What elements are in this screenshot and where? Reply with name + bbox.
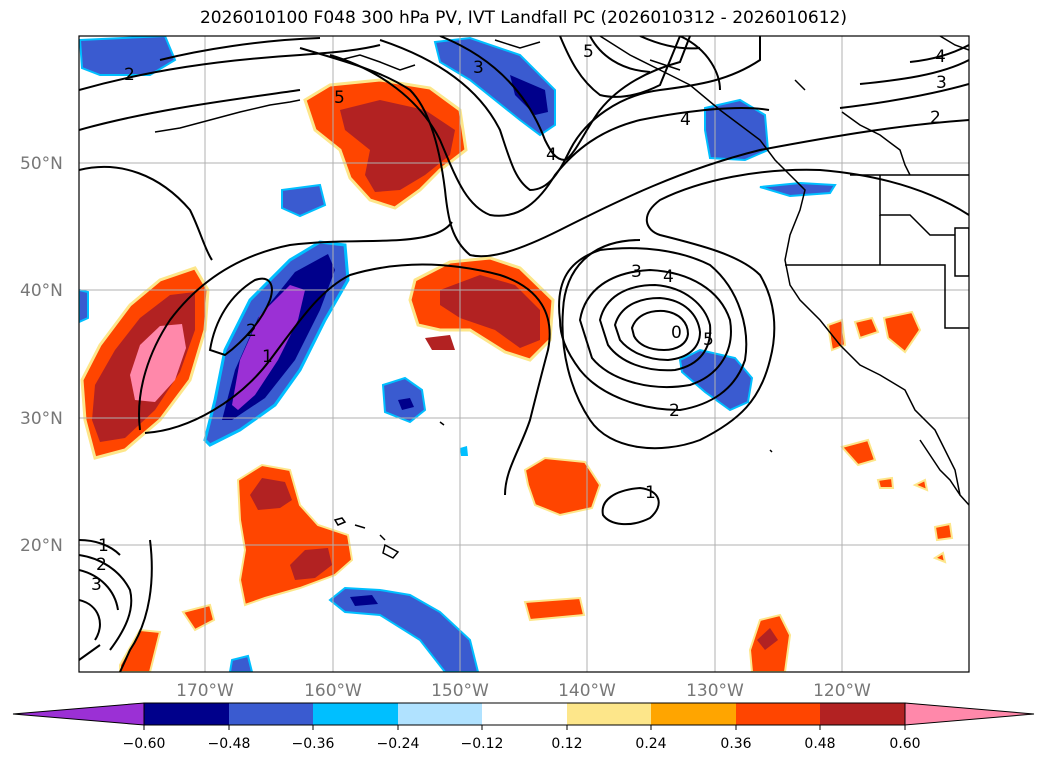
contour-label: 5 [703,330,714,350]
contour-label: 1 [645,483,656,503]
coastlines [154,36,969,559]
lat-label: 20°N [20,536,63,556]
pv-anomaly-positive [933,522,954,542]
lon-label: 170°W [176,681,234,701]
colorbar-segment [820,703,905,725]
contour-label: 5 [334,88,345,108]
contour-label: 4 [663,267,674,287]
pv-anomaly-positive [250,478,292,510]
ivt-contours [79,36,969,672]
pv-anomaly-positive [932,551,947,564]
contour-label: 0 [671,323,682,343]
contour-label: 4 [546,145,557,165]
colorbar-segment [229,703,313,725]
lon-label: 140°W [558,681,616,701]
pv-anomaly-negative [460,446,468,456]
pv-anomaly-positive [912,478,929,492]
pv-anomaly-negative [281,183,327,218]
pv-anomaly-positive [290,548,332,580]
pv-anomaly-positive [523,596,586,622]
pv-anomaly-negative [704,98,770,162]
colorbar-extend-high [904,702,1035,726]
colorbar: −0.60 −0.48 −0.36 −0.24 −0.12 0.12 0.24 … [12,702,1035,752]
lon-label: 130°W [686,681,744,701]
pv-anomaly-positive [882,310,922,354]
colorbar-tick-label: 0.24 [635,736,666,752]
colorbar-tick-label: −0.60 [123,736,166,752]
contour-label: 2 [930,108,941,128]
contour-label: 2 [124,65,135,85]
pv-anomaly-negative [759,181,837,198]
contour-label: 1 [262,347,273,367]
contour-label: 3 [631,262,642,282]
colorbar-tick-label: 0.12 [551,736,582,752]
contour-label: 4 [680,110,691,130]
pv-anomaly-positive [876,476,895,489]
pv-anomaly-negative [510,75,548,115]
colorbar-segment [398,703,482,725]
colorbar-segment [482,703,567,725]
colorbar-segment [144,703,229,725]
contour-label: 2 [669,401,680,421]
contour-label: 3 [473,58,484,78]
pv-anomaly-negative [328,586,480,672]
pv-anomaly-positive [130,324,186,402]
pv-anomaly-positive [853,316,880,340]
lon-label: 120°W [813,681,871,701]
pv-anomaly-positive [523,456,602,517]
colorbar-extend-low [12,702,145,726]
pv-anomaly-positive [340,100,455,192]
contour-label: 2 [246,321,257,341]
colorbar-tick-label: −0.24 [377,736,420,752]
pv-anomaly-negative [79,36,177,76]
lon-label: 160°W [304,681,362,701]
contour-label: 3 [936,73,947,93]
pv-anomaly-negative [350,595,378,606]
colorbar-tick-label: 0.48 [804,736,835,752]
map-frame [78,35,970,673]
map-title: 2026010100 F048 300 hPa PV, IVT Landfall… [199,8,847,28]
colorbar-segment [313,703,398,725]
latitude-labels: 50°N 40°N 30°N 20°N [20,154,63,556]
colorbar-tick-label: 0.60 [889,736,920,752]
colorbar-segment [651,703,736,725]
colorbar-segment [567,703,651,725]
colorbar-tick-label: −0.36 [292,736,335,752]
contour-label: 3 [91,575,102,595]
pv-anomaly-negative [398,398,414,410]
pv-anomaly-positive [757,628,778,650]
lat-label: 30°N [20,409,63,429]
contour-label: 1 [98,536,109,556]
colorbar-segment [736,703,820,725]
pv-anomaly-negative [433,36,556,137]
longitude-labels: 170°W 160°W 150°W 140°W 130°W 120°W [176,681,871,701]
contour-label: 4 [935,47,946,67]
pv-anomaly-negative [79,288,89,324]
pv-anomaly-negative [228,654,254,672]
pv-anomaly-positive [840,438,877,467]
graticule [79,36,969,672]
pv-anomaly-positive [181,603,216,632]
lat-label: 50°N [20,154,63,174]
contour-label: 2 [96,555,107,575]
colorbar-tick-label: −0.48 [208,736,251,752]
contour-label: 5 [583,42,594,62]
pv-anomaly-negative [678,348,754,412]
contour-labels: 2 5 3 5 4 4 3 2 4 3 4 0 5 2 1 2 1 1 2 3 [91,42,947,595]
lat-label: 40°N [20,281,63,301]
pv-anomaly-positive [440,275,540,348]
pv-anomaly-positive [425,335,455,350]
colorbar-tick-label: 0.36 [720,736,751,752]
pv-anomaly-positive [826,318,847,352]
lon-label: 150°W [431,681,489,701]
pv-anomaly-negative [232,285,305,410]
pv-shading [79,36,954,672]
colorbar-tick-label: −0.12 [461,736,504,752]
